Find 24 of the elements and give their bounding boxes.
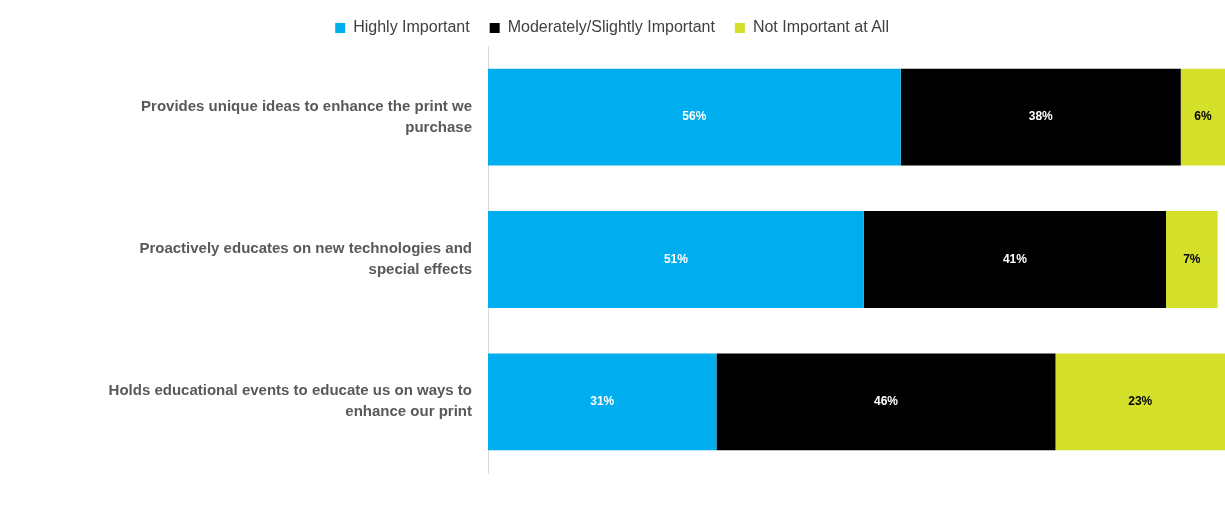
- bar: [488, 68, 901, 166]
- bar: [716, 353, 1056, 451]
- data-label: 56%: [682, 109, 707, 124]
- data-label: 7%: [1183, 251, 1201, 266]
- bar: [488, 211, 864, 308]
- bar: [1166, 211, 1218, 308]
- legend-label: Not Important at All: [752, 18, 889, 36]
- y-tick-label: Proactively educates on new technologies and special effects: [139, 239, 472, 278]
- y-tick-label: Holds educational events to educate us on ways to enhance our print: [108, 381, 472, 420]
- data-label: 41%: [1002, 251, 1028, 266]
- data-label: 38%: [1028, 109, 1054, 124]
- bar: [863, 211, 1167, 308]
- bar: [1055, 353, 1225, 451]
- data-label: 46%: [873, 394, 899, 409]
- bar: [900, 68, 1181, 166]
- bar: [1180, 68, 1225, 166]
- data-label: 6%: [1194, 109, 1212, 124]
- y-tick-label: Provides unique ideas to enhance the print we purchase: [141, 96, 472, 135]
- data-label: 31%: [590, 394, 615, 409]
- data-label: 51%: [663, 251, 689, 266]
- legend-label: Moderately/Slightly Important: [507, 18, 716, 36]
- legend-label: Highly Important: [353, 18, 471, 36]
- bar: [488, 353, 717, 451]
- data-label: 23%: [1128, 394, 1153, 409]
